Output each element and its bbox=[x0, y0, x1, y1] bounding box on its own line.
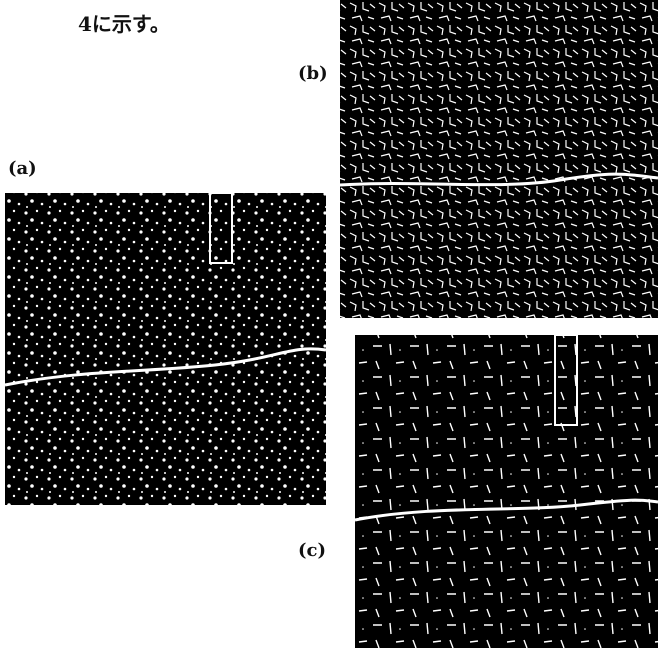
image-a bbox=[5, 193, 326, 505]
image-c bbox=[355, 335, 658, 648]
figures bbox=[0, 0, 658, 648]
page: 4に示す。 (b) (a) (c) (() => { const data = … bbox=[0, 0, 658, 648]
image-b bbox=[340, 0, 658, 318]
